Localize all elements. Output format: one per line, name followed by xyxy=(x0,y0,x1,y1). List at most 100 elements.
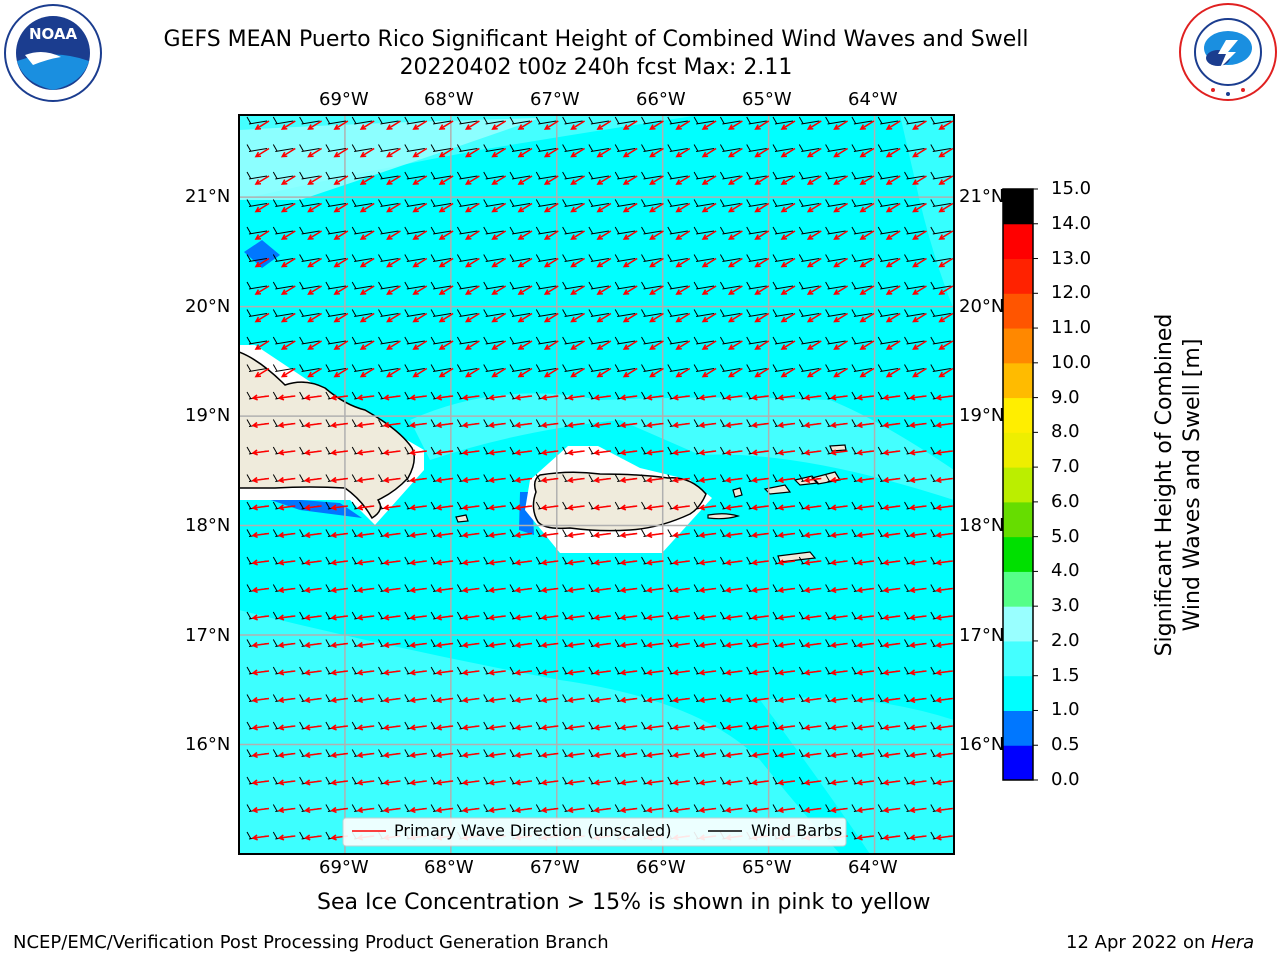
wind-barb xyxy=(246,281,268,290)
wind-barb xyxy=(641,364,662,372)
wind-barb xyxy=(509,364,531,372)
lat-tick-right-16n: 16°N xyxy=(959,734,1003,755)
wave-arrow xyxy=(514,779,533,786)
wave-arrow xyxy=(619,614,638,621)
wind-barb xyxy=(798,171,820,180)
wave-arrow xyxy=(491,120,507,130)
wind-barb xyxy=(641,116,662,125)
wave-arrow xyxy=(777,559,796,566)
wave-arrow xyxy=(622,202,638,213)
wind-barb xyxy=(246,309,268,317)
wave-arrow xyxy=(912,285,927,295)
wave-arrow xyxy=(619,724,638,731)
wave-arrow xyxy=(912,257,927,268)
wave-arrow xyxy=(593,806,611,814)
wind-barb xyxy=(746,281,767,290)
wave-arrow xyxy=(701,147,717,158)
wave-arrow xyxy=(908,669,927,676)
wind-barb xyxy=(614,254,636,262)
wave-arrow xyxy=(386,285,401,295)
wave-arrow xyxy=(938,202,954,213)
wind-barb xyxy=(272,171,294,180)
colorbar-segment xyxy=(1003,675,1033,711)
wave-arrow xyxy=(724,641,743,649)
wind-barb xyxy=(378,281,399,290)
wind-barb xyxy=(641,309,662,317)
wave-arrow xyxy=(882,806,901,814)
wave-arrow xyxy=(435,504,454,511)
wave-arrow xyxy=(649,175,664,185)
wave-arrow xyxy=(303,834,322,841)
wind-barb xyxy=(825,309,846,317)
wave-arrow xyxy=(645,641,664,649)
wave-arrow xyxy=(280,340,296,350)
wind-barb xyxy=(746,144,767,152)
wave-arrow xyxy=(885,257,901,268)
wind-barb xyxy=(378,199,399,207)
wind-barb xyxy=(351,336,373,345)
island-mona xyxy=(455,514,469,523)
wave-arrow xyxy=(277,531,296,539)
wave-arrow xyxy=(856,421,874,429)
wave-arrow xyxy=(856,449,874,456)
wave-arrow xyxy=(803,724,822,731)
wave-arrow xyxy=(645,751,664,759)
wind-barb xyxy=(667,199,688,207)
colorbar xyxy=(1003,188,1038,781)
wind-barb xyxy=(509,199,531,207)
wave-arrow xyxy=(514,641,533,649)
wave-arrow xyxy=(856,476,874,484)
wind-barb xyxy=(693,336,715,345)
wave-arrow xyxy=(307,230,323,240)
wave-arrow xyxy=(517,230,533,240)
wave-arrow xyxy=(514,394,533,401)
lat-tick-right-19n: 19°N xyxy=(959,405,1003,426)
wave-arrow xyxy=(409,779,427,786)
wind-barb xyxy=(562,199,583,207)
wave-arrow xyxy=(935,421,953,429)
wave-arrow xyxy=(751,696,769,704)
wind-barb xyxy=(719,309,741,317)
wave-arrow xyxy=(935,449,953,456)
wave-arrow xyxy=(356,394,375,401)
wave-arrow xyxy=(803,449,822,456)
wave-arrow xyxy=(724,449,743,456)
wave-arrow xyxy=(333,175,349,185)
wave-arrow xyxy=(935,559,953,566)
wind-barb xyxy=(693,254,715,262)
lon-tick-bottom-68w: 68°W xyxy=(424,857,474,878)
wind-barb xyxy=(614,364,636,372)
lat-tick-right-21n: 21°N xyxy=(959,186,1003,207)
wave-arrow xyxy=(672,614,690,621)
wind-barb xyxy=(904,281,925,290)
legend-box xyxy=(342,817,847,847)
wave-arrow xyxy=(856,696,874,704)
wave-arrow xyxy=(435,421,454,429)
wave-arrow xyxy=(593,696,611,704)
wave-arrow xyxy=(859,367,875,378)
wind-barb xyxy=(825,144,846,152)
wave-arrow xyxy=(386,175,401,185)
colorbar-segment xyxy=(1003,293,1033,329)
wave-arrow xyxy=(540,531,559,539)
wave-arrow xyxy=(280,120,296,130)
wave-arrow xyxy=(277,614,296,621)
wave-arrow xyxy=(649,367,664,378)
wind-barb xyxy=(483,336,504,345)
wave-arrow xyxy=(622,312,638,323)
wave-arrow xyxy=(645,531,664,539)
wave-arrow xyxy=(859,230,875,240)
wind-barb xyxy=(299,144,320,152)
wave-arrow xyxy=(856,724,874,731)
wave-arrow xyxy=(356,669,375,676)
wind-barb xyxy=(299,199,320,207)
wave-arrow xyxy=(698,806,717,814)
wave-arrow xyxy=(649,340,664,350)
wave-arrow xyxy=(885,230,901,240)
wave-arrow xyxy=(540,449,559,456)
wave-arrow xyxy=(908,779,927,786)
wave-arrow xyxy=(724,559,743,566)
wave-arrow xyxy=(356,751,375,759)
wave-arrow xyxy=(622,175,638,185)
wave-arrow xyxy=(333,230,349,240)
